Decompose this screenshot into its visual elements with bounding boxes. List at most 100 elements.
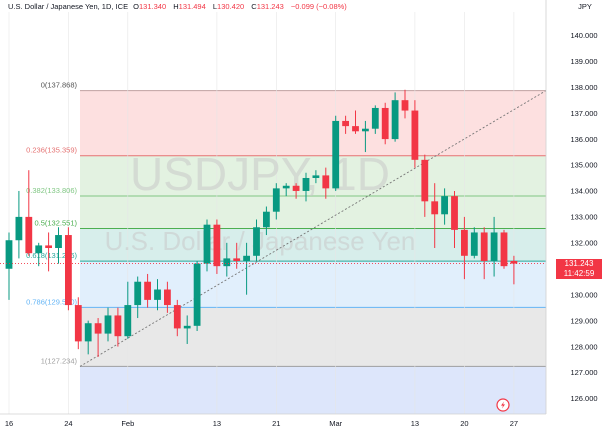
candle[interactable] (173, 299, 181, 337)
candle-body (164, 289, 171, 306)
candle[interactable] (342, 115, 349, 134)
candle[interactable] (451, 190, 458, 249)
candle[interactable] (470, 227, 478, 259)
candle-body (104, 315, 112, 334)
candle[interactable] (401, 89, 409, 119)
candle[interactable] (312, 170, 320, 184)
candle-body (5, 240, 13, 269)
candle[interactable] (144, 273, 151, 308)
candle-body (213, 224, 221, 267)
price-axis[interactable]: JPY 140.000 139.000 138.000 137.000 136.000 13… (545, 0, 602, 430)
candle-body (451, 196, 458, 230)
candle[interactable] (411, 100, 419, 168)
candle[interactable] (431, 183, 439, 249)
candle-body (203, 224, 211, 264)
candle-body (381, 107, 389, 140)
candles[interactable] (5, 89, 518, 357)
candle[interactable] (381, 102, 389, 145)
candle-body (263, 211, 270, 228)
candle[interactable] (461, 216, 468, 280)
candle[interactable] (124, 281, 132, 339)
fib-label-1: 1(127.234) (41, 356, 78, 365)
candle[interactable] (243, 242, 250, 295)
candle[interactable] (292, 183, 300, 199)
candle[interactable] (391, 92, 399, 142)
candle[interactable] (421, 154, 429, 217)
candle[interactable] (183, 315, 191, 344)
candle[interactable] (272, 183, 280, 220)
candle-body (114, 315, 122, 337)
candle[interactable] (510, 255, 518, 285)
candle-body (253, 227, 260, 256)
candle[interactable] (441, 188, 448, 225)
candle-body (15, 216, 23, 241)
candle[interactable] (490, 216, 498, 277)
candle-body (470, 232, 478, 256)
candle[interactable] (223, 242, 231, 277)
candle[interactable] (15, 190, 23, 259)
candle[interactable] (302, 172, 310, 202)
fib-zone-0 (80, 90, 546, 156)
candle-body (124, 305, 132, 337)
candle[interactable] (134, 276, 142, 319)
candle[interactable] (332, 115, 340, 191)
candle[interactable] (322, 167, 330, 199)
candle[interactable] (371, 105, 379, 134)
candle[interactable] (203, 219, 211, 272)
bar-countdown: 11:42:59 (563, 268, 595, 278)
candle-body (490, 232, 498, 261)
candle[interactable] (213, 219, 221, 274)
last-price-value: 131.243 (564, 258, 594, 268)
price-tick-label: 129.000 (570, 316, 597, 325)
close-label: C (251, 2, 257, 11)
fib-label-0.5: 0.5(132.551) (34, 219, 77, 228)
candle[interactable] (352, 110, 359, 134)
candle[interactable] (154, 279, 161, 311)
fib-zone-0.5 (80, 228, 546, 262)
candle-body (193, 263, 201, 326)
symbol-title: U.S. Dollar / Japanese Yen, 1D, ICE (8, 2, 129, 11)
watermark: USDJPY, 1D U.S. Dollar / Japanese Yen (105, 148, 416, 256)
time-tick-label: 13 (213, 419, 221, 428)
price-tick-label: 126.000 (570, 394, 597, 403)
candle[interactable] (45, 232, 52, 272)
candle[interactable] (5, 232, 13, 300)
watermark-description: U.S. Dollar / Japanese Yen (105, 226, 416, 256)
candle[interactable] (233, 242, 241, 269)
candle[interactable] (25, 170, 33, 256)
lightning-icon[interactable] (496, 398, 510, 412)
candle-body (45, 245, 52, 249)
price-tick-label: 134.000 (570, 187, 597, 196)
candle[interactable] (65, 227, 72, 311)
candle[interactable] (74, 297, 82, 350)
open-value: 131.340 (139, 2, 167, 11)
fibonacci-zones (80, 90, 546, 414)
candle[interactable] (55, 227, 62, 264)
candle[interactable] (84, 320, 92, 355)
candle[interactable] (253, 219, 260, 261)
candle[interactable] (114, 307, 122, 347)
candle-body (362, 128, 369, 132)
last-price-badge: 131.243 11:42:59 (556, 258, 602, 279)
candle-body (272, 188, 280, 212)
change-value: −0.099 (−0.08%) (290, 2, 347, 11)
candle[interactable] (35, 242, 43, 267)
candle-body (510, 260, 518, 264)
candle[interactable] (164, 281, 171, 313)
low-value: 130.420 (217, 2, 245, 11)
candle[interactable] (480, 227, 488, 280)
candle[interactable] (193, 260, 201, 332)
candle-body (352, 126, 359, 132)
candle[interactable] (282, 183, 290, 197)
candle-body (233, 258, 241, 261)
candle[interactable] (500, 229, 508, 269)
candle-body (391, 100, 399, 140)
candle[interactable] (263, 206, 270, 236)
candle[interactable] (362, 120, 369, 153)
candle[interactable] (94, 318, 102, 357)
time-axis[interactable]: 16 24 Feb 13 21 Mar 13 20 27 (0, 413, 602, 430)
candle[interactable] (104, 307, 112, 342)
fib-zone-0.786 (80, 307, 546, 367)
